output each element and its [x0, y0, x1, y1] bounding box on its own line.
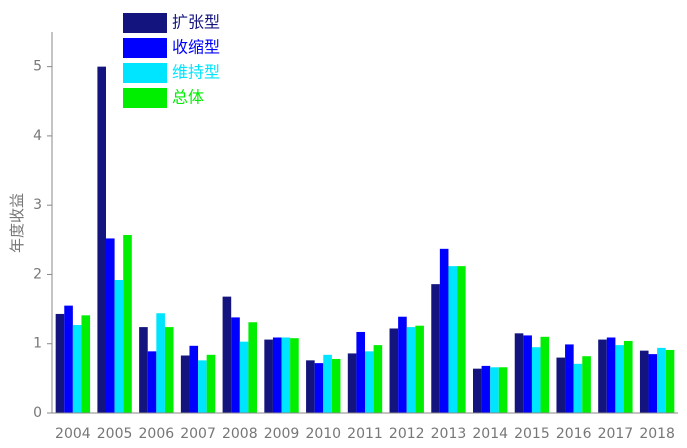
bar	[615, 345, 624, 413]
bar	[139, 327, 148, 413]
y-tick-label: 3	[33, 197, 42, 213]
y-axis-label: 年度收益	[8, 193, 26, 253]
bar	[347, 353, 357, 413]
y-tick-label: 2	[33, 266, 42, 282]
bar	[206, 354, 216, 413]
bar	[514, 333, 524, 413]
bar	[180, 355, 190, 413]
bar	[356, 331, 365, 413]
bar	[389, 328, 399, 413]
bar	[582, 356, 591, 413]
x-tick-label: 2018	[639, 426, 675, 442]
bar	[431, 284, 440, 413]
bar	[473, 368, 482, 413]
bar	[314, 363, 324, 413]
bar	[164, 327, 174, 413]
bar	[439, 248, 449, 413]
bar	[598, 339, 607, 413]
x-tick-label: 2006	[139, 426, 175, 442]
bar	[264, 339, 273, 413]
legend-label: 收缩型	[172, 38, 220, 57]
bar	[523, 335, 532, 413]
bar	[565, 344, 574, 413]
bar	[106, 238, 115, 413]
bar	[248, 322, 257, 413]
bar	[415, 325, 424, 413]
x-tick-label: 2011	[347, 426, 383, 442]
x-tick-label: 2004	[55, 426, 91, 442]
bar	[290, 338, 299, 413]
y-tick-label: 0	[33, 405, 42, 421]
bar	[189, 345, 199, 413]
bar	[540, 336, 550, 413]
x-tick-label: 2007	[180, 426, 216, 442]
bar	[147, 351, 157, 413]
bar	[639, 350, 649, 413]
bar	[198, 360, 207, 413]
x-tick-label: 2005	[97, 426, 133, 442]
bar	[114, 279, 124, 413]
bar	[123, 234, 132, 413]
legend-swatch	[123, 38, 167, 58]
bar	[481, 365, 491, 413]
bar	[498, 367, 508, 413]
bar	[665, 349, 675, 413]
bar	[222, 296, 232, 413]
bar	[331, 358, 341, 413]
bar	[156, 313, 165, 413]
bar	[448, 266, 458, 413]
x-tick-label: 2014	[472, 426, 508, 442]
bar	[373, 345, 383, 413]
legend-swatch	[123, 13, 167, 33]
legend-label: 扩张型	[172, 13, 220, 32]
x-tick-label: 2015	[514, 426, 550, 442]
bar	[272, 337, 282, 413]
bar	[64, 305, 73, 413]
legend-swatch	[123, 63, 167, 83]
x-tick-label: 2013	[431, 426, 467, 442]
y-tick-label: 4	[33, 128, 42, 144]
x-tick-label: 2012	[389, 426, 425, 442]
bar	[55, 313, 65, 413]
bar	[573, 363, 583, 413]
x-tick-label: 2017	[598, 426, 634, 442]
bar	[457, 266, 466, 413]
legend-label: 维持型	[172, 63, 220, 82]
bar	[239, 341, 249, 413]
bar	[81, 315, 91, 413]
y-tick-label: 5	[33, 59, 42, 75]
bar	[648, 354, 658, 413]
x-tick-label: 2010	[305, 426, 341, 442]
bar	[606, 337, 616, 413]
bar	[531, 347, 541, 413]
bar	[624, 340, 633, 413]
bar	[490, 367, 499, 413]
bar	[306, 360, 315, 413]
bar	[365, 351, 374, 413]
x-tick-label: 2016	[556, 426, 592, 442]
bar	[657, 347, 666, 413]
x-tick-label: 2008	[222, 426, 258, 442]
legend-swatch	[123, 88, 167, 108]
bar	[398, 316, 407, 413]
x-tick-label: 2009	[264, 426, 300, 442]
bar	[72, 325, 82, 413]
bar	[323, 354, 332, 413]
y-tick-label: 1	[33, 336, 42, 352]
bar	[281, 337, 291, 413]
legend-label: 总体	[172, 88, 204, 107]
bar	[97, 66, 106, 414]
bar	[406, 327, 416, 413]
bar	[231, 317, 240, 413]
bar	[556, 357, 566, 413]
